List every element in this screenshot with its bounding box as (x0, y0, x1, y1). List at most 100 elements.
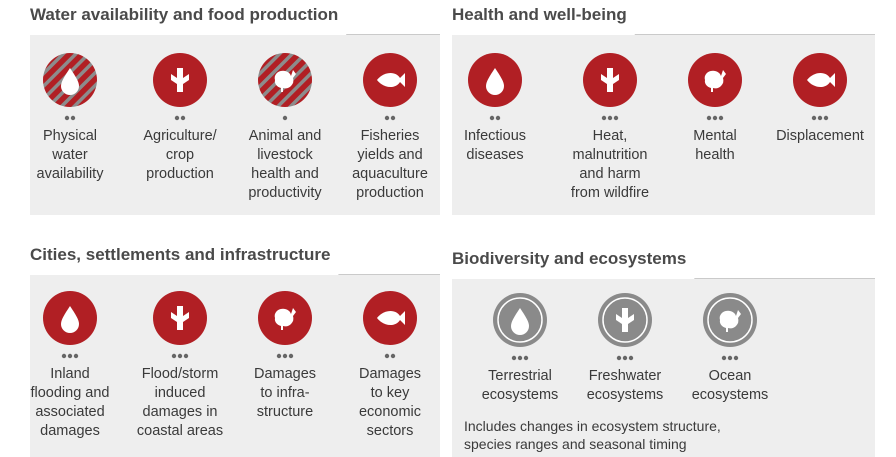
icon-glyph (601, 68, 619, 92)
impact-label: health and (251, 166, 319, 182)
impact-label: Flood/storm (142, 366, 219, 382)
impact-label: economic (359, 404, 421, 420)
impact-label: to key (371, 385, 410, 401)
icon-glyph (171, 68, 189, 92)
impact-label: induced (155, 385, 206, 401)
impact-label: Physical (43, 128, 97, 144)
impact-label: from wildfire (571, 185, 649, 201)
icon-glyph (616, 308, 634, 332)
impact-label: damages (40, 423, 100, 439)
confidence-dot (517, 355, 523, 361)
panel-title: Cities, settlements and infrastructure (30, 245, 330, 264)
impact-label: flooding and (30, 385, 109, 401)
impact-label: livestock (257, 147, 313, 163)
icon-glyph (807, 72, 835, 88)
icon-glyph (704, 70, 726, 92)
confidence-dot (390, 115, 396, 121)
confidence-dot (523, 355, 529, 361)
confidence-dot (288, 353, 294, 359)
icon-glyph (61, 306, 79, 333)
confidence-dot (817, 115, 823, 121)
confidence-dot (390, 353, 396, 359)
impact-label: Animal and (249, 128, 322, 144)
icon-inner (707, 297, 753, 343)
confidence-dot (712, 115, 718, 121)
impact-label: Displacement (776, 128, 864, 144)
impact-label: associated (35, 404, 104, 420)
confidence-dot (174, 115, 180, 121)
icon-glyph (377, 310, 405, 326)
icon-inner (497, 297, 543, 343)
icon-inner (602, 297, 648, 343)
confidence-dot (622, 355, 628, 361)
icon-glyph (511, 308, 529, 335)
impact-label: production (146, 166, 214, 182)
confidence-dot (495, 115, 501, 121)
impact-label: ecosystems (692, 387, 769, 403)
confidence-dot (70, 115, 76, 121)
icon-glyph (274, 70, 296, 92)
impact-label: structure (257, 404, 313, 420)
confidence-dot (727, 355, 733, 361)
impact-label: Ocean (709, 368, 752, 384)
confidence-dot (718, 115, 724, 121)
impact-label: coastal areas (137, 423, 223, 439)
confidence-dot (183, 353, 189, 359)
confidence-dot (171, 353, 177, 359)
confidence-dot (733, 355, 739, 361)
confidence-dot (61, 353, 67, 359)
confidence-dot (601, 115, 607, 121)
impact-label: damages in (143, 404, 218, 420)
impact-label: Freshwater (589, 368, 662, 384)
impact-label: ecosystems (482, 387, 559, 403)
confidence-dot (67, 353, 73, 359)
confidence-dot (64, 115, 70, 121)
icon-glyph (486, 68, 504, 95)
panel-title: Health and well-being (452, 5, 627, 24)
confidence-dot (282, 115, 288, 121)
panel-title: Biodiversity and ecosystems (452, 249, 686, 268)
impact-label: Terrestrial (488, 368, 552, 384)
impact-label: health (695, 147, 735, 163)
impact-label: yields and (357, 147, 422, 163)
confidence-dot (811, 115, 817, 121)
confidence-dot (177, 353, 183, 359)
icon-glyph (171, 306, 189, 330)
icon-glyph (274, 308, 296, 330)
impact-label: sectors (367, 423, 414, 439)
confidence-dot (721, 355, 727, 361)
panel-title: Water availability and food production (30, 5, 338, 24)
panel-note: species ranges and seasonal timing (464, 436, 687, 452)
impact-label: Agriculture/ (143, 128, 217, 144)
confidence-dot (180, 115, 186, 121)
confidence-dot (276, 353, 282, 359)
impact-label: diseases (466, 147, 523, 163)
confidence-dot (613, 115, 619, 121)
confidence-dot (607, 115, 613, 121)
impact-label: crop (166, 147, 194, 163)
icon-glyph (377, 72, 405, 88)
confidence-dot (384, 115, 390, 121)
impact-label: water (51, 147, 88, 163)
confidence-dot (628, 355, 634, 361)
confidence-dot (823, 115, 829, 121)
panel-note: Includes changes in ecosystem structure, (464, 418, 721, 434)
impact-label: Heat, (593, 128, 628, 144)
confidence-dot (489, 115, 495, 121)
impact-label: availability (37, 166, 105, 182)
impact-label: and harm (579, 166, 640, 182)
impact-label: Infectious (464, 128, 526, 144)
icon-glyph (61, 68, 79, 95)
icon-glyph (719, 310, 741, 332)
impact-label: ecosystems (587, 387, 664, 403)
confidence-dot (282, 353, 288, 359)
impact-label: Damages (254, 366, 316, 382)
impact-label: aquaculture (352, 166, 428, 182)
impact-label: production (356, 185, 424, 201)
confidence-dot (511, 355, 517, 361)
impact-label: productivity (248, 185, 322, 201)
impact-label: Fisheries (361, 128, 420, 144)
confidence-dot (706, 115, 712, 121)
impact-label: Inland (50, 366, 90, 382)
